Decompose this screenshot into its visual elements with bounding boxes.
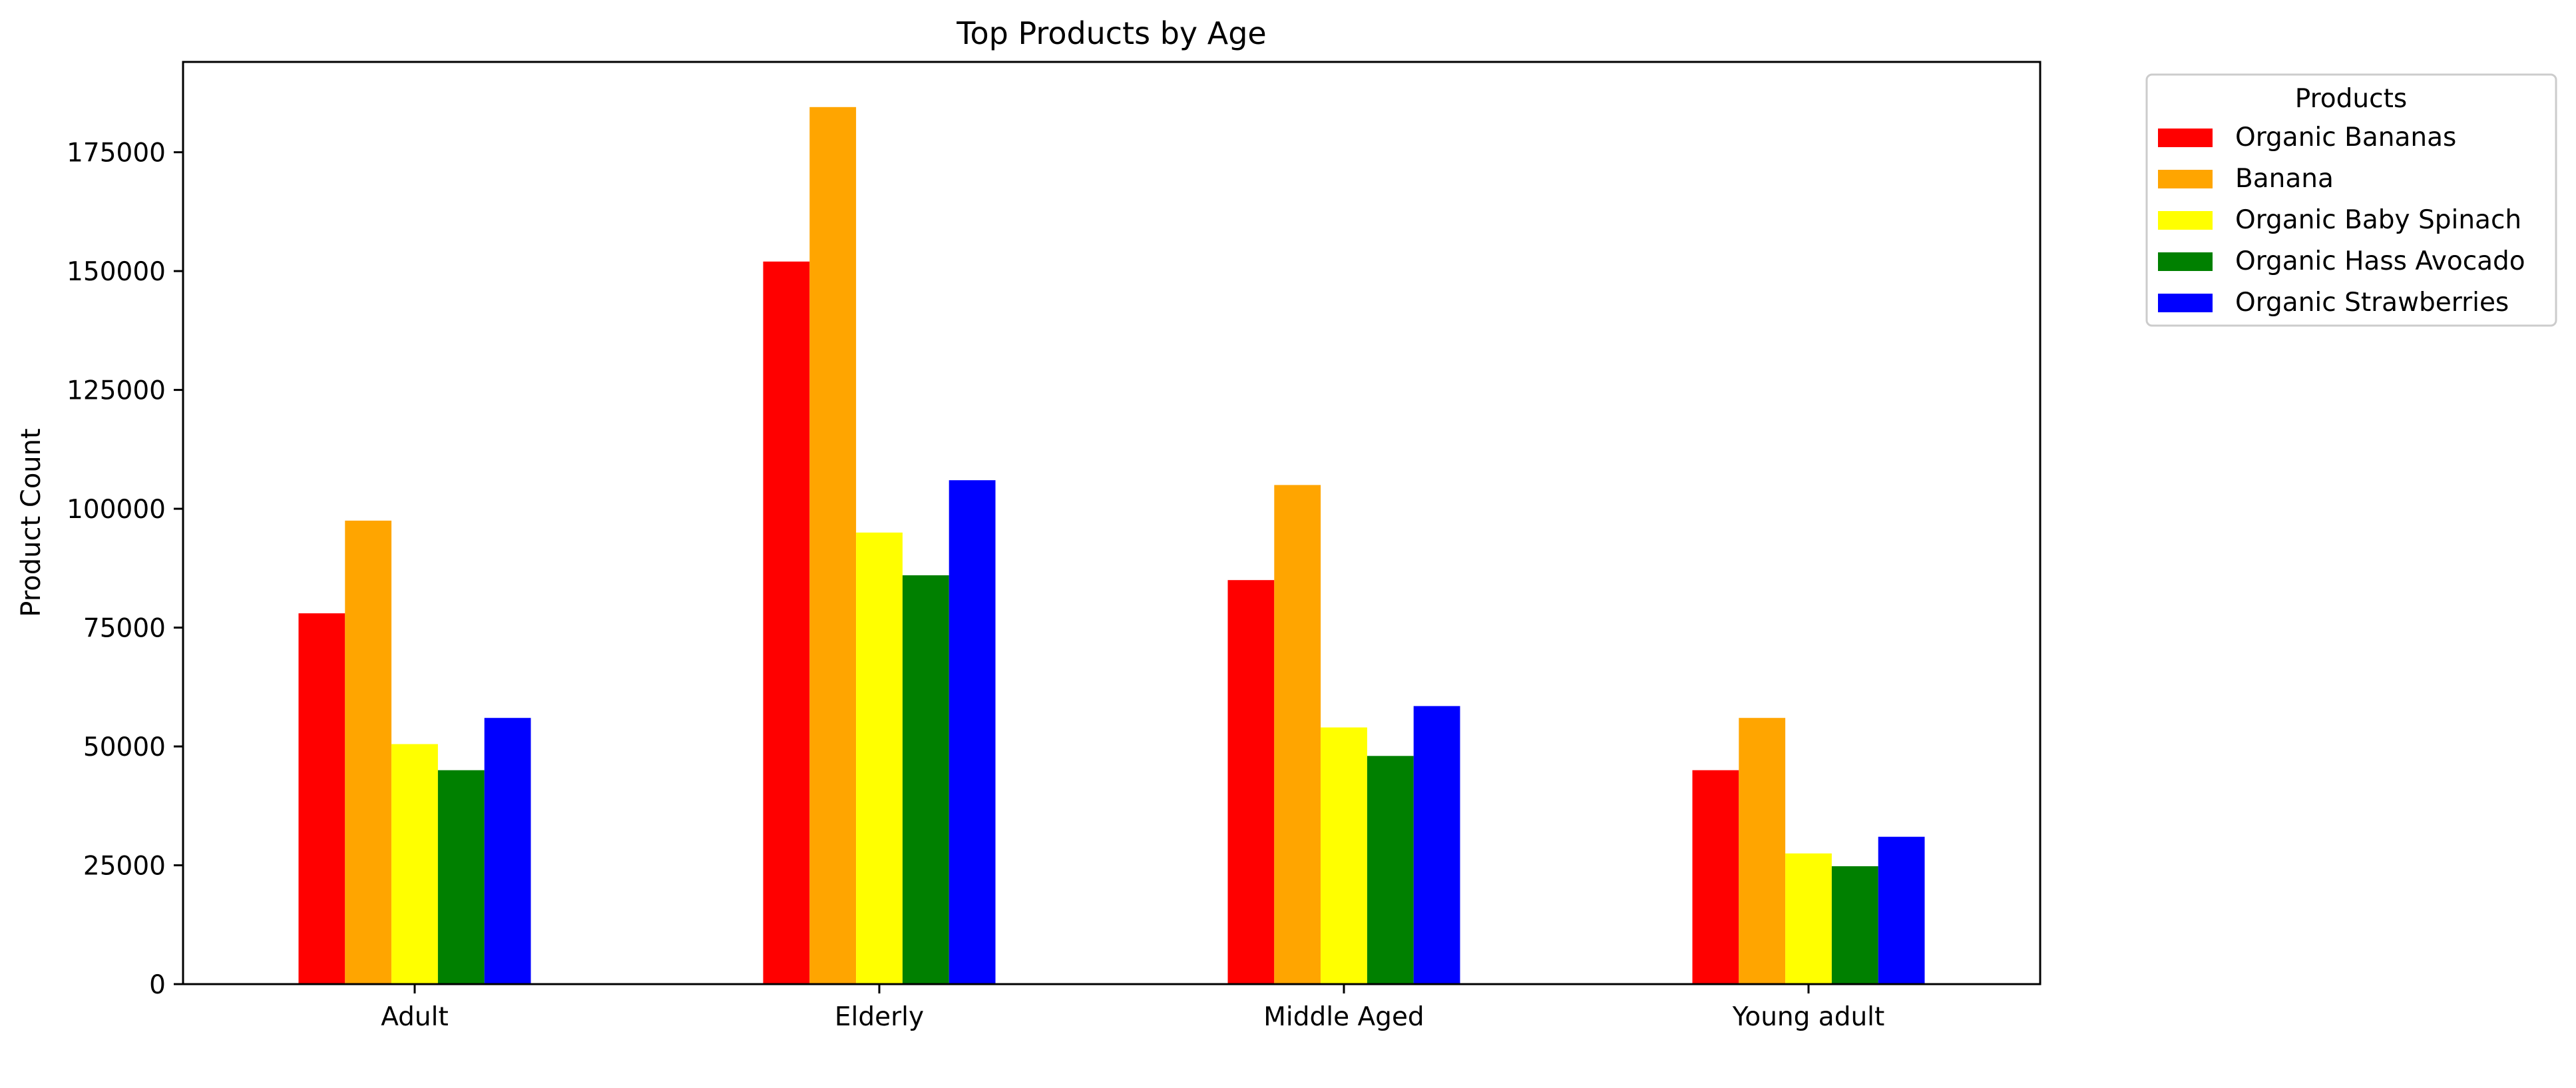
bar-banana-young-adult — [1739, 718, 1786, 984]
x-axis: Adult Elderly Middle Aged Young adult — [381, 984, 1884, 1032]
plot-frame — [182, 61, 2041, 985]
bar-organic-hass-avocado-adult — [437, 770, 485, 984]
legend-label: Banana — [2235, 164, 2334, 194]
bar-banana-adult — [345, 520, 392, 984]
y-axis: 0 25000 50000 75000 100000 125000 150000 175000 — [67, 138, 183, 1000]
bar-organic-strawberries-elderly — [949, 480, 996, 984]
y-axis-label: Product Count — [16, 428, 47, 617]
legend-swatch — [2158, 129, 2213, 147]
bar-organic-hass-avocado-elderly — [902, 575, 949, 984]
y-tick-label: 75000 — [83, 614, 166, 644]
y-tick-label: 150000 — [67, 257, 166, 287]
bar-organic-baby-spinach-elderly — [856, 532, 903, 984]
bar-organic-strawberries-middle-aged — [1413, 706, 1460, 984]
legend-label: Organic Hass Avocado — [2235, 246, 2525, 276]
x-tick-label: Elderly — [835, 1002, 924, 1032]
bar-organic-baby-spinach-middle-aged — [1321, 727, 1367, 984]
legend-swatch — [2158, 294, 2213, 312]
bar-organic-strawberries-young-adult — [1878, 836, 1925, 984]
y-tick-label: 175000 — [67, 138, 166, 168]
bar-organic-strawberries-adult — [484, 718, 531, 984]
legend-label: Organic Bananas — [2235, 123, 2456, 152]
legend-title: Products — [2295, 84, 2407, 114]
bars-layer — [298, 107, 1925, 984]
y-tick-label: 0 — [149, 970, 166, 1000]
x-tick-label: Young adult — [1732, 1002, 1885, 1032]
y-tick-label: 100000 — [67, 495, 166, 525]
bar-banana-elderly — [809, 107, 857, 984]
legend-label: Organic Strawberries — [2235, 288, 2509, 318]
legend-box — [2145, 73, 2557, 327]
x-tick-label: Adult — [381, 1002, 449, 1032]
bar-organic-hass-avocado-middle-aged — [1367, 756, 1414, 984]
legend-swatch — [2158, 170, 2213, 188]
bar-organic-baby-spinach-adult — [391, 744, 438, 984]
x-tick-label: Middle Aged — [1263, 1002, 1424, 1032]
bar-banana-middle-aged — [1274, 485, 1321, 984]
y-tick-label: 50000 — [83, 732, 166, 762]
legend-items: Organic Bananas Banana Organic Baby Spinac… — [2158, 123, 2525, 318]
legend-swatch — [2158, 252, 2213, 271]
legend-label: Organic Baby Spinach — [2235, 205, 2521, 235]
legend-swatch — [2158, 211, 2213, 230]
bar-organic-bananas-adult — [298, 613, 345, 984]
bar-organic-bananas-elderly — [763, 261, 810, 984]
bar-organic-baby-spinach-young-adult — [1785, 853, 1832, 984]
bar-organic-bananas-middle-aged — [1227, 580, 1275, 984]
y-tick-label: 125000 — [67, 376, 166, 406]
y-tick-label: 25000 — [83, 852, 166, 882]
bar-organic-bananas-young-adult — [1692, 770, 1739, 984]
bar-organic-hass-avocado-young-adult — [1831, 866, 1878, 984]
chart-title: Top Products by Age — [956, 15, 1267, 51]
